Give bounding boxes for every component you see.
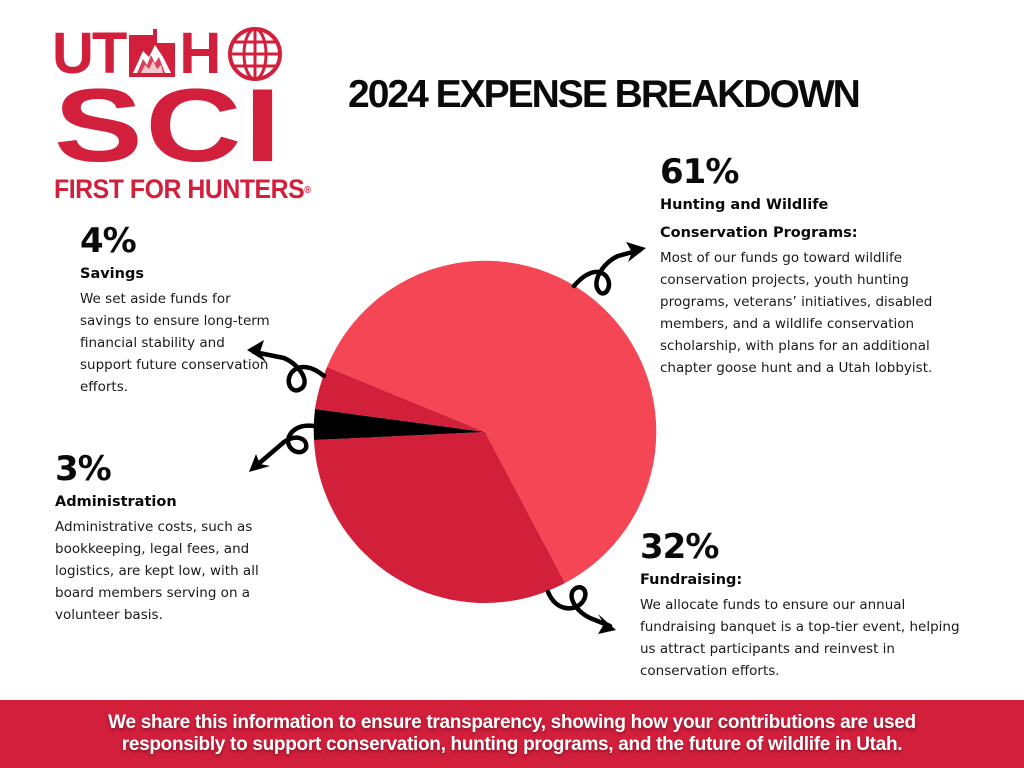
curly-arrow-icon: [571, 247, 643, 296]
percent-value: 4%: [80, 221, 137, 261]
category-label-line1: Hunting and Wildlife: [660, 197, 829, 213]
footer-line-1: We share this information to ensure tran…: [108, 712, 916, 733]
pie-slice-savings: [315, 367, 485, 432]
callout-hunting-conservation: 61% Hunting and Wildlife Conservation Pr…: [660, 153, 980, 379]
category-label-line2: Conservation Programs:: [660, 225, 858, 241]
category-description: Administrative costs, such as bookkeepin…: [55, 519, 259, 623]
footer-line-2: responsibly to support conservation, hun…: [121, 734, 903, 755]
curly-arrow-icon: [545, 585, 613, 629]
utah-sci-logo: UT H SCI FIRST FOR HUNTERS®: [52, 21, 322, 206]
pie-slice-administration: [313, 409, 485, 440]
logo-tagline-text: FIRST FOR HUNTERS: [54, 174, 305, 204]
callout-administration: 3% Administration Administrative costs, …: [55, 450, 285, 626]
logo-h-text: H: [179, 21, 221, 86]
logo-sci-text: SCI: [54, 68, 284, 184]
footer-text: We share this information to ensure tran…: [108, 712, 916, 756]
arrowhead-icon: [626, 242, 646, 262]
callout-fundraising: 32% Fundraising: We allocate funds to en…: [640, 528, 970, 682]
globe-icon: [228, 27, 283, 81]
percent-value: 3%: [55, 449, 112, 489]
category-description: We allocate funds to ensure our annual f…: [640, 597, 960, 679]
category-description: We set aside funds for savings to ensure…: [80, 291, 270, 395]
arrowhead-icon: [598, 614, 616, 634]
callout-savings: 4% Savings We set aside funds for saving…: [80, 222, 270, 398]
pie-slice-hunting-conservation: [327, 260, 657, 583]
category-label: Administration: [55, 494, 177, 510]
footer-banner: We share this information to ensure tran…: [0, 700, 1024, 768]
registered-mark: ®: [304, 185, 311, 196]
logo-top-row: UT H: [52, 21, 283, 86]
percent-value: 61%: [660, 152, 739, 192]
utah-mountain-icon: [129, 29, 176, 77]
category-label: Savings: [80, 266, 144, 282]
logo-ut-text: UT: [52, 21, 127, 86]
pie-slice-fundraising: [314, 432, 565, 603]
page-title: 2024 EXPENSE BREAKDOWN: [348, 73, 861, 116]
category-label: Fundraising:: [640, 572, 743, 588]
percent-value: 32%: [640, 527, 719, 567]
category-description: Most of our funds go toward wildlife con…: [660, 250, 933, 376]
logo-tagline: FIRST FOR HUNTERS®: [54, 174, 311, 204]
